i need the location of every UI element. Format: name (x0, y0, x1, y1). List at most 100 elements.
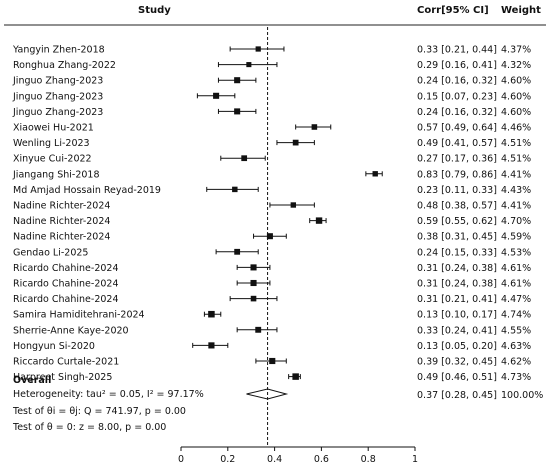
study-ci-text: 0.48 [0.38, 0.57] (417, 201, 497, 212)
study-row: Md Amjad Hossain Reyad-2019 0.23 [0.11, 0… (13, 185, 531, 196)
study-name: Jinguo Zhang-2023 (12, 107, 103, 118)
study-name: Sherrie-Anne Kaye-2020 (13, 325, 129, 336)
study-weight: 4.51% (501, 138, 531, 149)
study-name: Samira Hamiditehrani-2024 (13, 310, 145, 321)
study-name: Wenling Li-2023 (13, 138, 90, 149)
study-row: Harpreet Singh-2025 0.49 [0.46, 0.51] 4.73… (13, 372, 531, 383)
study-row: Hongyun Si-2020 0.13 [0.05, 0.20] 4.63% (13, 341, 531, 352)
study-point-estimate (292, 373, 299, 380)
study-row: Jinguo Zhang-2023 0.24 [0.16, 0.32] 4.60% (12, 76, 531, 87)
header-ci: Corr[95% CI] (417, 5, 489, 16)
study-weight: 4.63% (501, 341, 531, 352)
study-point-estimate (208, 342, 215, 349)
study-ci-text: 0.31 [0.24, 0.38] (417, 263, 497, 274)
study-weight: 4.61% (501, 263, 531, 274)
study-weight: 4.60% (501, 107, 531, 118)
study-ci-text: 0.27 [0.17, 0.36] (417, 154, 497, 165)
study-row: Yangyin Zhen-2018 0.33 [0.21, 0.44] 4.37% (12, 45, 531, 56)
study-ci-text: 0.49 [0.46, 0.51] (417, 372, 497, 383)
study-row: Ricardo Chahine-2024 0.31 [0.24, 0.38] 4.6… (13, 279, 531, 290)
x-tick-label: 0 (178, 454, 184, 465)
x-tick-label: 0.8 (361, 454, 376, 465)
x-tick-label: 0.6 (314, 454, 329, 465)
study-point-estimate (250, 279, 257, 287)
study-ci-text: 0.33 [0.24, 0.41] (417, 325, 497, 336)
study-row: Ricardo Chahine-2024 0.31 [0.21, 0.41] 4.4… (13, 294, 531, 305)
study-row: Xiaowei Hu-2021 0.57 [0.49, 0.64] 4.46% (13, 123, 531, 134)
study-ci-text: 0.13 [0.05, 0.20] (417, 341, 497, 352)
study-row: Jinguo Zhang-2023 0.24 [0.16, 0.32] 4.60% (12, 107, 531, 118)
study-weight: 4.61% (501, 279, 531, 290)
study-name: Xinyue Cui-2022 (13, 154, 92, 165)
x-tick-label: 0.2 (220, 454, 235, 465)
study-row: Jiangang Shi-2018 0.83 [0.79, 0.86] 4.41% (12, 169, 531, 180)
study-point-estimate (311, 124, 318, 130)
study-ci-text: 0.24 [0.16, 0.32] (417, 107, 497, 118)
study-row: Nadine Richter-2024 0.48 [0.38, 0.57] 4.41… (13, 201, 531, 212)
study-point-estimate (213, 92, 220, 99)
study-point-estimate (234, 108, 241, 115)
study-weight: 4.59% (501, 232, 531, 243)
study-point-estimate (246, 62, 252, 68)
study-weight: 4.32% (501, 60, 531, 71)
study-row: Nadine Richter-2024 0.59 [0.55, 0.62] 4.70… (13, 216, 531, 227)
study-rows: Yangyin Zhen-2018 0.33 [0.21, 0.44] 4.37% R… (12, 45, 531, 384)
study-weight: 4.74% (501, 310, 531, 321)
study-point-estimate (208, 310, 215, 318)
study-weight: 4.47% (501, 294, 531, 305)
study-row: Xinyue Cui-2022 0.27 [0.17, 0.36] 4.51% (13, 154, 531, 165)
study-weight: 4.53% (501, 247, 531, 258)
study-weight: 4.70% (501, 216, 531, 227)
study-point-estimate (266, 233, 273, 240)
study-name: Jinguo Zhang-2023 (12, 91, 103, 102)
study-ci-text: 0.59 [0.55, 0.62] (417, 216, 497, 227)
header-weight: Weight (501, 5, 541, 16)
study-weight: 4.60% (501, 76, 531, 87)
overall-ci-text: 0.37 [0.28, 0.45] (417, 390, 497, 401)
study-row: Wenling Li-2023 0.49 [0.41, 0.57] 4.51% (13, 138, 531, 149)
study-point-estimate (292, 139, 299, 146)
study-ci-text: 0.31 [0.21, 0.41] (417, 294, 497, 305)
study-weight: 4.51% (501, 154, 531, 165)
study-row: Sherrie-Anne Kaye-2020 0.33 [0.24, 0.41] 4… (13, 325, 531, 336)
study-row: Ronghua Zhang-2022 0.29 [0.16, 0.41] 4.32% (13, 60, 531, 71)
study-ci-text: 0.57 [0.49, 0.64] (417, 123, 497, 134)
study-name: Nadine Richter-2024 (13, 201, 110, 212)
study-row: Jinguo Zhang-2023 0.15 [0.07, 0.23] 4.60% (12, 91, 531, 102)
study-name: Md Amjad Hossain Reyad-2019 (13, 185, 161, 196)
study-name: Jiangang Shi-2018 (12, 169, 100, 180)
study-point-estimate (250, 295, 257, 302)
x-tick-label: 0.4 (267, 454, 282, 465)
study-name: Yangyin Zhen-2018 (12, 45, 105, 56)
study-point-estimate (255, 46, 261, 52)
study-point-estimate (290, 202, 297, 208)
study-ci-text: 0.23 [0.11, 0.33] (417, 185, 497, 196)
study-name: Ronghua Zhang-2022 (13, 60, 116, 71)
study-point-estimate (234, 77, 241, 84)
x-tick-label: 1 (412, 454, 418, 465)
study-ci-text: 0.15 [0.07, 0.23] (417, 91, 497, 102)
overall-label: Overall (13, 375, 51, 386)
study-name: Nadine Richter-2024 (13, 216, 110, 227)
stat-heterogeneity: Heterogeneity: tau² = 0.05, I² = 97.17% (13, 389, 204, 400)
study-name: Nadine Richter-2024 (13, 232, 110, 243)
study-weight: 4.41% (501, 169, 531, 180)
study-ci-text: 0.29 [0.16, 0.41] (417, 60, 497, 71)
study-name: Riccardo Curtale-2021 (13, 357, 119, 368)
study-weight: 4.37% (501, 45, 531, 56)
study-ci-text: 0.31 [0.24, 0.38] (417, 279, 497, 290)
study-point-estimate (250, 264, 257, 271)
study-name: Gendao Li-2025 (13, 247, 88, 258)
study-point-estimate (269, 357, 276, 365)
study-name: Xiaowei Hu-2021 (13, 123, 94, 134)
study-point-estimate (372, 171, 378, 177)
study-row: Samira Hamiditehrani-2024 0.13 [0.10, 0.1… (13, 310, 531, 321)
study-row: Nadine Richter-2024 0.38 [0.31, 0.45] 4.59… (13, 232, 531, 243)
study-ci-text: 0.39 [0.32, 0.45] (417, 357, 497, 368)
study-point-estimate (232, 186, 238, 193)
study-point-estimate (241, 155, 248, 162)
study-name: Ricardo Chahine-2024 (13, 263, 119, 274)
study-ci-text: 0.24 [0.16, 0.32] (417, 76, 497, 87)
study-weight: 4.62% (501, 357, 531, 368)
